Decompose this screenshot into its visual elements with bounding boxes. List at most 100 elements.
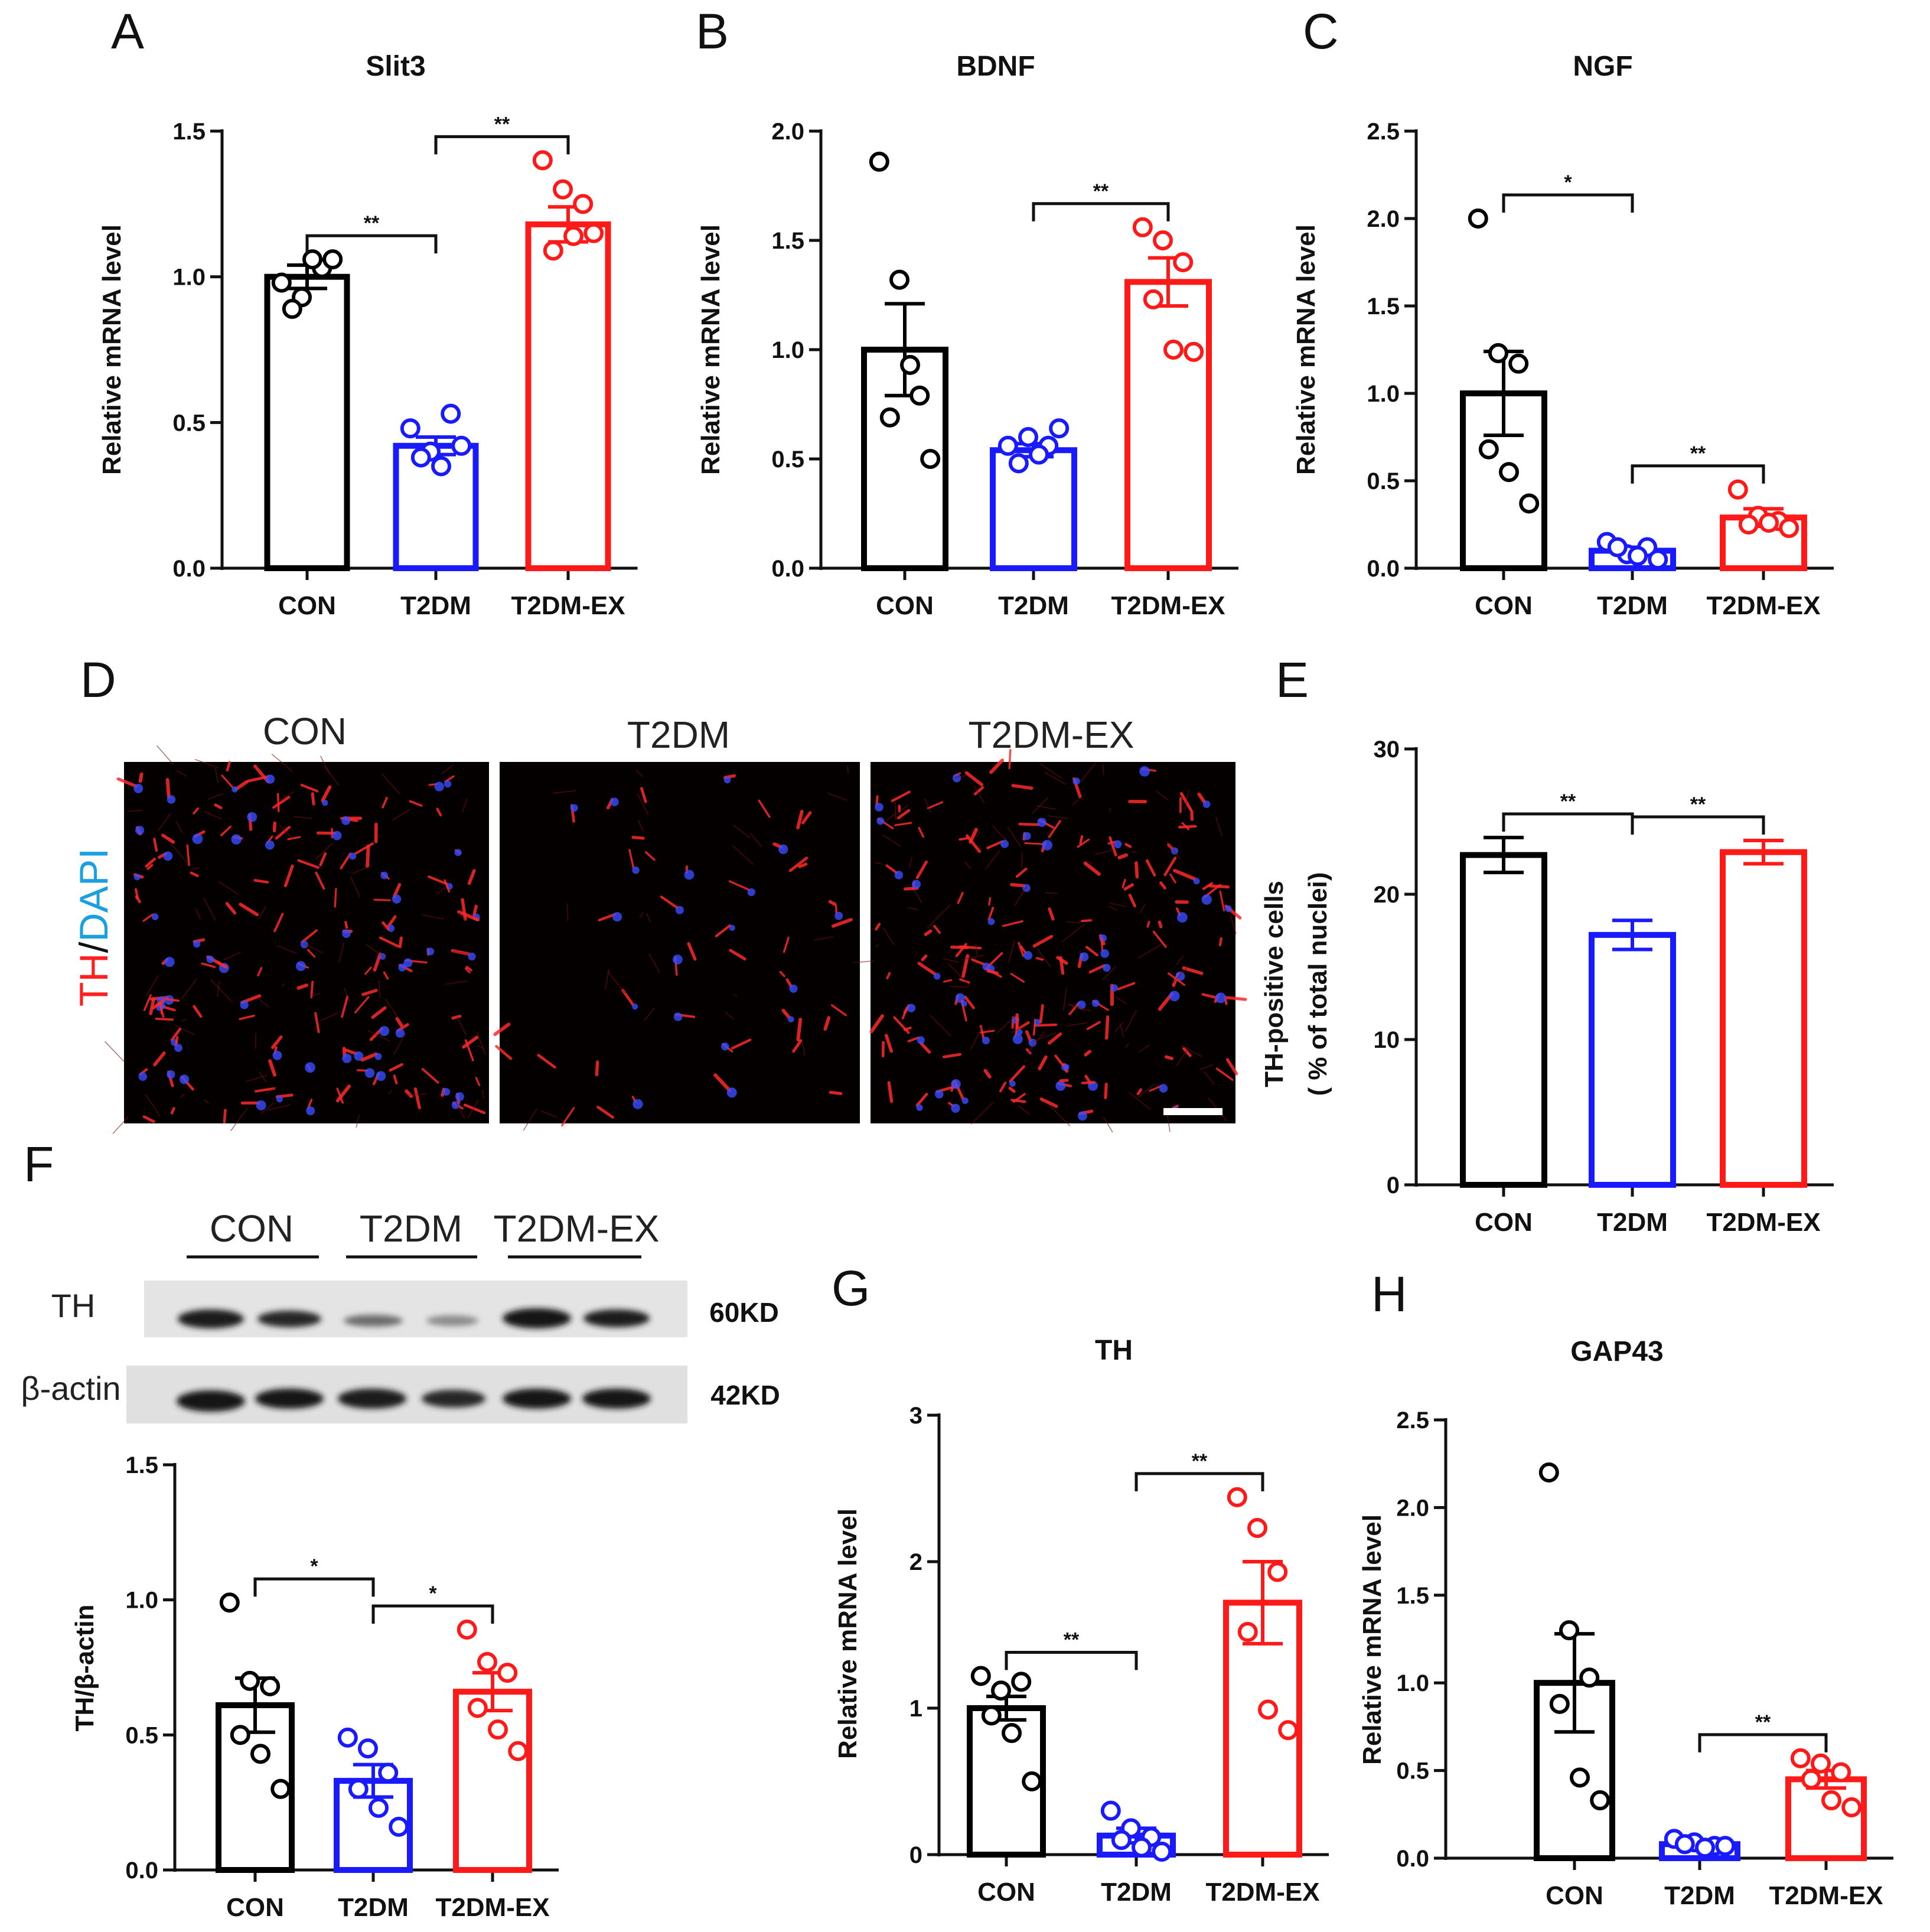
y-axis-label: Relative mRNA level bbox=[1292, 224, 1321, 475]
cell-outline bbox=[350, 876, 361, 897]
th-signal bbox=[1032, 934, 1054, 948]
dapi-nucleus bbox=[633, 1099, 643, 1109]
blot-row-label-actin: β-actin bbox=[21, 1370, 120, 1407]
cell-outline bbox=[175, 820, 183, 833]
band-actin-t2dm-2 bbox=[422, 1390, 485, 1408]
data-point-t2dm-ex bbox=[1790, 1748, 1811, 1768]
th-signal bbox=[1164, 1055, 1173, 1060]
dapi-nucleus bbox=[247, 812, 257, 822]
cell-outline bbox=[192, 867, 200, 870]
data-point-con bbox=[1468, 208, 1488, 229]
data-point-con bbox=[230, 1725, 250, 1745]
bar-t2dm-ex bbox=[1720, 849, 1807, 1188]
cell-outline bbox=[476, 1031, 486, 1055]
y-tick-label: 2.5 bbox=[1396, 1408, 1429, 1433]
th-signal bbox=[660, 895, 679, 909]
th-signal bbox=[373, 952, 382, 972]
cell-outline bbox=[725, 1011, 734, 1020]
cell-outline bbox=[1116, 996, 1127, 1004]
th-signal bbox=[170, 1027, 182, 1042]
th-signal bbox=[272, 796, 291, 809]
th-signal bbox=[457, 910, 480, 922]
data-point-con bbox=[250, 1744, 270, 1764]
micrograph-label-t2dm-ex: T2DM-EX bbox=[969, 713, 1134, 756]
th-signal bbox=[595, 1060, 599, 1077]
dapi-nucleus bbox=[135, 826, 145, 835]
x-tick-label-con: CON bbox=[1475, 591, 1533, 620]
cell-outline bbox=[462, 798, 468, 813]
cell-outline bbox=[320, 755, 331, 776]
dapi-nucleus bbox=[951, 1079, 961, 1089]
cell-outline bbox=[366, 944, 386, 959]
th-signal bbox=[1182, 966, 1204, 975]
th-signal bbox=[1107, 840, 1117, 845]
dapi-nucleus bbox=[174, 1044, 182, 1053]
cell-outline bbox=[1018, 1105, 1030, 1115]
th-signal bbox=[1100, 937, 1104, 952]
y-tick-label: 2.0 bbox=[1396, 1495, 1429, 1521]
cell-outline bbox=[145, 1094, 161, 1116]
bar-t2dm-ex bbox=[453, 1689, 532, 1873]
cell-outline bbox=[909, 856, 912, 868]
cell-outline bbox=[948, 963, 970, 986]
significance-label: ** bbox=[1560, 790, 1576, 813]
y-tick-label: 10 bbox=[1374, 1027, 1400, 1053]
significance-bracket bbox=[1631, 815, 1765, 835]
th-signal bbox=[959, 978, 970, 984]
data-point-t2dm bbox=[451, 435, 472, 456]
dapi-nucleus bbox=[403, 958, 413, 967]
significance-bracket bbox=[1005, 1650, 1138, 1670]
dapi-nucleus bbox=[1202, 800, 1211, 808]
dapi-nucleus bbox=[612, 912, 622, 922]
data-point-con bbox=[1549, 1693, 1570, 1714]
chart-th-mrna: TH 0 1 2 3 Relative mRNA level CON T2DM T2DM-EX *… bbox=[833, 1335, 1329, 1907]
data-point-t2dm bbox=[1100, 1800, 1121, 1821]
dapi-nucleus bbox=[1169, 991, 1180, 1002]
significance-bracket bbox=[305, 234, 438, 254]
micrograph-panel: CON T2DM T2DM-EX TH/DAPI bbox=[71, 710, 1247, 1135]
cell-outline bbox=[392, 809, 410, 821]
th-signal bbox=[1117, 853, 1128, 859]
cell-outline bbox=[266, 1086, 277, 1094]
th-signal bbox=[344, 921, 348, 929]
cell-outline bbox=[1184, 789, 1189, 810]
y-tick-label: 0 bbox=[1387, 1172, 1400, 1198]
th-signal bbox=[875, 795, 879, 806]
th-signal bbox=[1086, 1021, 1101, 1031]
chart-title: Slit3 bbox=[366, 51, 425, 82]
data-point-t2dm-ex bbox=[563, 226, 583, 246]
dapi-nucleus bbox=[434, 781, 444, 791]
cell-outline bbox=[1204, 1071, 1215, 1086]
significance-bracket bbox=[1502, 812, 1634, 832]
th-signal bbox=[1201, 993, 1218, 999]
th-signal bbox=[307, 949, 316, 958]
cell-outline bbox=[644, 1007, 655, 1021]
th-signal bbox=[1077, 838, 1090, 848]
th-signal bbox=[159, 1002, 163, 1015]
th-signal bbox=[201, 962, 216, 968]
data-point-t2dm bbox=[358, 1738, 378, 1759]
th-signal bbox=[1035, 957, 1044, 961]
y-tick-label: 1.0 bbox=[125, 1588, 158, 1614]
y-axis-label: TH/β-actin bbox=[70, 1604, 99, 1731]
data-point-con bbox=[900, 354, 920, 375]
dapi-nucleus bbox=[723, 776, 731, 784]
cell-outline bbox=[1120, 1024, 1124, 1037]
cell-outline bbox=[180, 1018, 187, 1022]
th-signal bbox=[783, 937, 790, 953]
dapi-nucleus bbox=[306, 1106, 315, 1116]
data-point-t2dm-ex bbox=[508, 1741, 529, 1761]
th-signal bbox=[371, 1006, 387, 1019]
th-signal bbox=[366, 844, 370, 868]
bar-con bbox=[1460, 852, 1547, 1188]
blot-group-label-con: CON bbox=[210, 1207, 294, 1250]
panel-letter-e: E bbox=[1276, 652, 1309, 708]
cell-outline bbox=[987, 1027, 992, 1031]
significance-label: ** bbox=[494, 113, 510, 135]
cell-outline bbox=[315, 842, 334, 860]
dapi-nucleus bbox=[1042, 839, 1052, 851]
cell-outline bbox=[276, 944, 297, 954]
th-signal bbox=[796, 810, 804, 830]
data-point-t2dm-ex bbox=[1184, 341, 1204, 362]
cell-outline bbox=[1128, 1092, 1151, 1110]
